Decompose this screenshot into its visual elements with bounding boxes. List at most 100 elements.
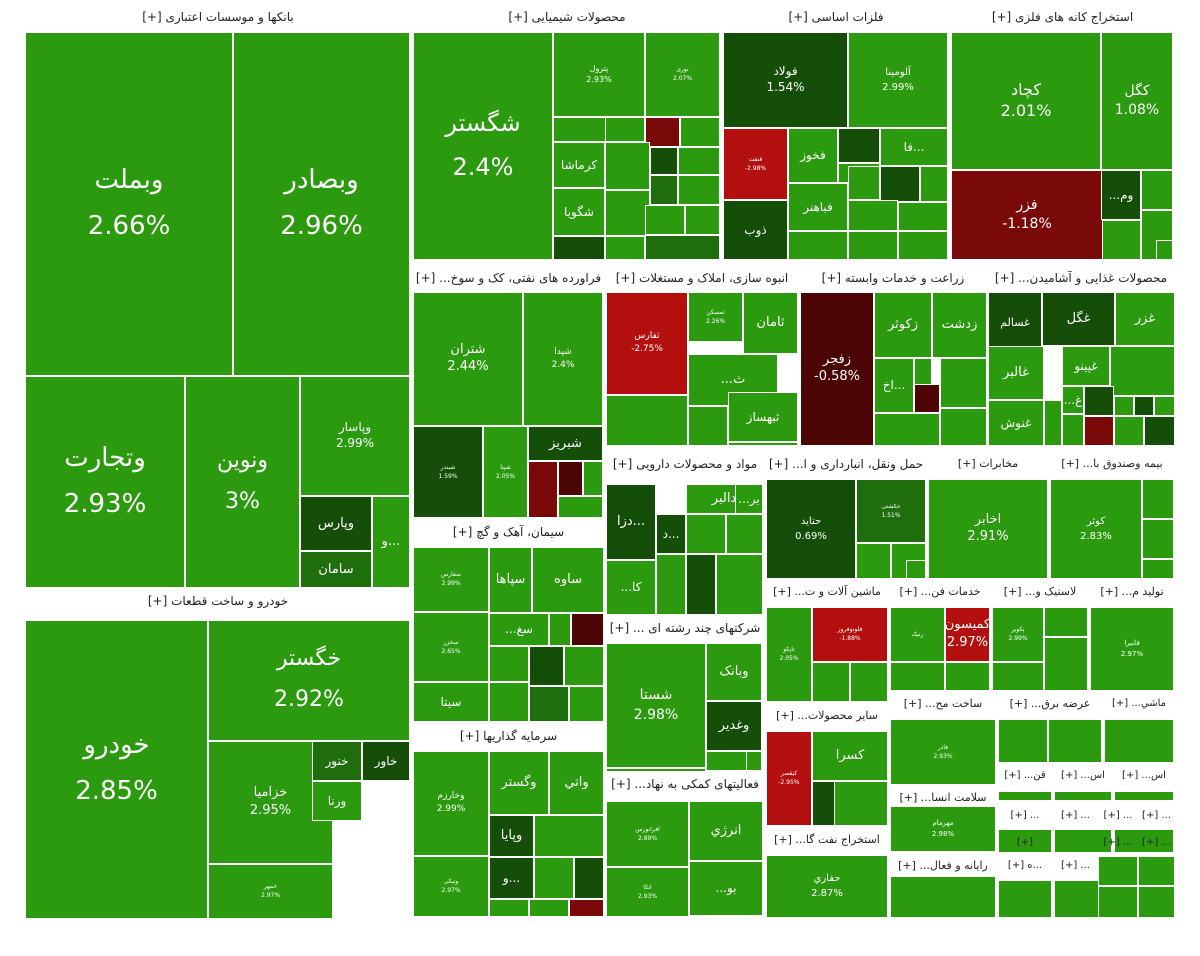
- stock-tile[interactable]: اتکا 2.93%: [606, 867, 689, 917]
- stock-tile-small[interactable]: [1114, 416, 1144, 446]
- stock-tile-small[interactable]: [678, 175, 720, 205]
- stock-tile[interactable]: فخوز: [788, 128, 838, 183]
- stock-tile-small[interactable]: [688, 406, 728, 446]
- sector-header-small[interactable]: ... [+]: [1061, 810, 1090, 821]
- stock-tile[interactable]: فنفت -2.98%: [723, 128, 788, 200]
- sector-header[interactable]: شرکتهای چند رشته ای ... [+]: [609, 621, 761, 635]
- sector-header[interactable]: زراعت و خدمات وابسته [+]: [821, 271, 965, 285]
- sector-header[interactable]: سرمایه گذاریها [+]: [459, 729, 558, 743]
- stock-tile[interactable]: شتران 2.44%: [413, 292, 523, 426]
- stock-tile[interactable]: انرژي: [689, 801, 763, 861]
- stock-tile[interactable]: ونیکی 2.97%: [413, 856, 489, 917]
- sector-header[interactable]: قن... [+]: [1004, 770, 1046, 781]
- stock-tile-small[interactable]: [686, 514, 726, 554]
- stock-tile-small[interactable]: [788, 231, 848, 260]
- stock-tile-small[interactable]: [848, 231, 898, 260]
- stock-tile-small[interactable]: [529, 686, 569, 722]
- stock-tile-small[interactable]: [656, 554, 686, 615]
- stock-tile[interactable]: کوثر 2.83%: [1050, 479, 1142, 579]
- stock-tile[interactable]: کسرا: [812, 731, 888, 781]
- stock-tile-small[interactable]: [998, 880, 1052, 918]
- stock-tile-small[interactable]: [1084, 416, 1114, 446]
- stock-tile-small[interactable]: [558, 461, 583, 496]
- stock-tile-small[interactable]: [1144, 416, 1175, 446]
- stock-tile-small[interactable]: [1142, 519, 1174, 559]
- stock-tile-small[interactable]: [1110, 346, 1175, 396]
- stock-tile[interactable]: وپایا: [489, 815, 534, 857]
- stock-tile[interactable]: وگستر: [489, 751, 549, 815]
- stock-tile[interactable]: ثبهساز: [728, 392, 798, 442]
- stock-tile-small[interactable]: [1044, 607, 1088, 637]
- sector-header-small[interactable]: ... [+]: [1142, 810, 1171, 821]
- stock-tile[interactable]: فلوتوفروز -1.88%: [812, 607, 888, 662]
- stock-tile-small[interactable]: [1084, 386, 1114, 416]
- stock-tile[interactable]: وبصادر 2.96%: [233, 32, 410, 376]
- stock-tile-small[interactable]: [874, 413, 940, 446]
- sector-header[interactable]: سایر محصولات... [+]: [776, 709, 878, 722]
- stock-tile[interactable]: کیقصر -2.95%: [766, 731, 812, 826]
- stock-tile-small[interactable]: [888, 662, 890, 702]
- stock-tile[interactable]: تاپکو 2.05%: [766, 607, 812, 702]
- stock-tile-small[interactable]: [1114, 791, 1174, 801]
- stock-tile-small[interactable]: [605, 117, 645, 142]
- stock-tile-small[interactable]: [940, 358, 987, 408]
- stock-tile[interactable]: پترول 2.93%: [553, 32, 645, 117]
- stock-tile-small[interactable]: [1138, 856, 1175, 886]
- sector-header[interactable]: ماشي... [+]: [1111, 698, 1166, 709]
- sector-header[interactable]: عرضه برق... [+]: [1009, 697, 1091, 710]
- sector-header[interactable]: حمل ونقل، انبارداری و ا... [+]: [768, 457, 924, 471]
- stock-tile[interactable]: ...کا: [606, 560, 656, 615]
- stock-tile[interactable]: فاذر 2.93%: [890, 719, 996, 785]
- stock-tile-small[interactable]: [678, 147, 720, 175]
- stock-tile[interactable]: خنور: [312, 741, 362, 781]
- stock-tile[interactable]: و...: [372, 496, 410, 588]
- stock-tile[interactable]: ونوین 3%: [185, 376, 300, 588]
- stock-tile-small[interactable]: [564, 646, 604, 686]
- stock-tile[interactable]: ورنا: [312, 781, 362, 821]
- stock-tile[interactable]: کگل 1.08%: [1101, 32, 1173, 170]
- stock-tile-small[interactable]: [685, 205, 720, 235]
- stock-tile[interactable]: غزر: [1115, 292, 1175, 346]
- stock-tile[interactable]: ثمسکن 2.26%: [688, 292, 743, 342]
- stock-tile[interactable]: وپارس: [300, 496, 372, 551]
- stock-tile[interactable]: شبریز: [528, 426, 603, 461]
- stock-tile-small[interactable]: [856, 543, 891, 579]
- stock-tile-small[interactable]: [645, 117, 680, 147]
- stock-tile[interactable]: وتجارت 2.93%: [25, 376, 185, 588]
- stock-tile[interactable]: ...بر: [735, 484, 763, 514]
- stock-tile[interactable]: حکشتی 1.51%: [856, 479, 926, 543]
- stock-tile-small[interactable]: [650, 147, 678, 175]
- stock-tile[interactable]: سیتا: [413, 682, 489, 722]
- stock-tile[interactable]: غالبر: [988, 346, 1044, 400]
- stock-tile-small[interactable]: [1048, 719, 1102, 763]
- sector-header[interactable]: ...ه [+]: [1007, 860, 1043, 871]
- stock-tile[interactable]: رنیک: [890, 607, 945, 662]
- stock-tile[interactable]: زفجر -0.58%: [800, 292, 874, 446]
- stock-tile[interactable]: شگویا: [553, 188, 605, 236]
- stock-tile[interactable]: ...وم: [1101, 170, 1141, 220]
- sector-header[interactable]: فراورده های نفتی، کک و سوخ... [+]: [415, 271, 602, 285]
- stock-tile-small[interactable]: [1098, 886, 1138, 918]
- stock-tile-small[interactable]: [645, 235, 720, 260]
- stock-tile-small[interactable]: [1098, 856, 1138, 886]
- stock-tile[interactable]: کرماشا: [553, 142, 605, 188]
- sector-header[interactable]: فعالیتهای کمکی به نهاد... [+]: [611, 777, 759, 791]
- stock-tile[interactable]: اخ...: [874, 358, 914, 413]
- stock-tile-small[interactable]: [528, 461, 558, 518]
- stock-tile-small[interactable]: [605, 236, 645, 260]
- stock-tile[interactable]: و...: [489, 857, 534, 899]
- stock-tile-small[interactable]: [998, 791, 1052, 801]
- stock-tile-small[interactable]: [1054, 791, 1112, 801]
- stock-tile-small[interactable]: [998, 719, 1048, 763]
- stock-tile-small[interactable]: [606, 768, 706, 772]
- stock-tile-small[interactable]: [534, 815, 604, 857]
- stock-tile[interactable]: شپنا 2.05%: [483, 426, 528, 518]
- stock-tile-small[interactable]: [1044, 637, 1088, 691]
- stock-tile-small[interactable]: [1142, 559, 1174, 579]
- stock-tile[interactable]: شستا 2.98%: [606, 643, 706, 768]
- stock-tile-small[interactable]: [1104, 719, 1174, 763]
- stock-tile-small[interactable]: [992, 662, 1044, 691]
- stock-tile-small[interactable]: [746, 751, 762, 771]
- stock-tile-small[interactable]: [606, 395, 688, 446]
- stock-tile-small[interactable]: [605, 190, 650, 236]
